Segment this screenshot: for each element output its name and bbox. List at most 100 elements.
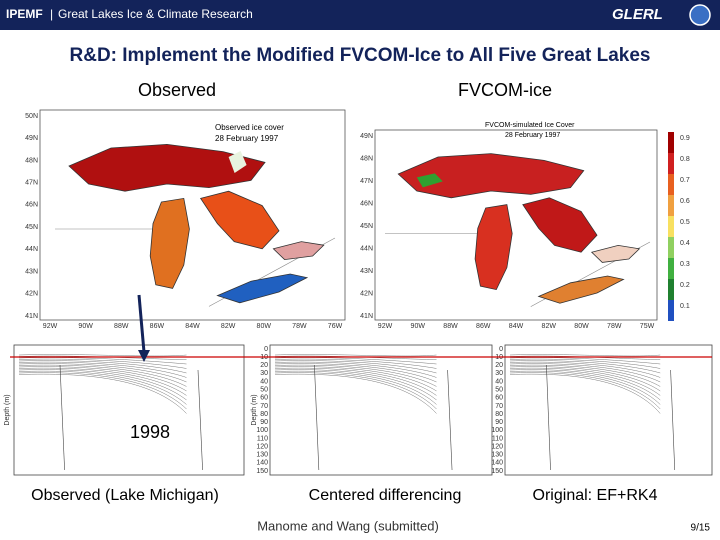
- isotherm: [509, 369, 661, 401]
- lat-label: 47N: [360, 178, 373, 185]
- panel-frame: [13, 344, 245, 476]
- isotherm: [509, 361, 661, 378]
- isotherm: [546, 364, 551, 471]
- lon-label: 86W: [476, 323, 491, 330]
- depth-tick-label: 130: [491, 452, 503, 459]
- panel-frame: [504, 344, 713, 476]
- colorbar: 0.9 0.8 0.7 0.6 0.5 0.4 0.3 0.2 0.1: [668, 132, 690, 321]
- depth-tick-label: 50: [495, 387, 503, 394]
- ice-patch: [228, 151, 247, 173]
- lat-label: 45N: [360, 223, 373, 230]
- depth-tick-label: 50: [260, 387, 268, 394]
- isotherm: [274, 364, 437, 387]
- lat-label: 46N: [360, 200, 373, 207]
- colorbar-label: 0.1: [680, 303, 690, 310]
- colorbar-swatch: [668, 279, 674, 300]
- isotherm: [274, 354, 437, 357]
- isotherm: [274, 369, 437, 401]
- isotherm: [509, 366, 661, 392]
- lat-label: 42N: [25, 291, 38, 298]
- lake: [150, 198, 189, 288]
- depth-tick-label: 120: [491, 443, 503, 450]
- depth-tick-label: 80: [495, 411, 503, 418]
- isotherm: [274, 358, 437, 369]
- lat-label: 49N: [25, 135, 38, 142]
- colorbar-label: 0.9: [680, 135, 690, 142]
- lake: [69, 144, 265, 191]
- depth-tick-label: 60: [260, 395, 268, 402]
- panel-caption: Observed (Lake Michigan): [31, 487, 219, 504]
- header-separator: |: [50, 7, 53, 21]
- isotherm: [509, 370, 661, 405]
- isotherm: [274, 363, 437, 383]
- header-bar: [0, 0, 720, 30]
- colorbar-swatch: [668, 258, 674, 279]
- isotherm: [509, 360, 661, 374]
- lake: [475, 205, 512, 290]
- isotherm: [18, 370, 187, 405]
- depth-tick-label: 130: [256, 452, 268, 459]
- panel-frame: [269, 344, 493, 476]
- arrow-head: [138, 350, 150, 362]
- isotherm: [18, 354, 187, 357]
- map-label: FVCOM-ice: [458, 80, 552, 100]
- depth-tick-label: 70: [495, 403, 503, 410]
- isotherm: [509, 364, 661, 387]
- depth-tick-label: 40: [260, 378, 268, 385]
- depth-tick-label: 70: [260, 403, 268, 410]
- isotherm: [18, 369, 187, 401]
- lon-label: 78W: [607, 323, 622, 330]
- lon-label: 75W: [640, 323, 655, 330]
- lon-label: 88W: [114, 323, 129, 330]
- isotherm: [18, 364, 187, 387]
- lat-label: 49N: [360, 133, 373, 140]
- isotherm: [18, 358, 187, 369]
- depth-tick-label: 20: [495, 362, 503, 369]
- isotherm: [18, 367, 187, 396]
- colorbar-swatch: [668, 132, 674, 153]
- map: 49N 48N 47N 46N 45N 44N 43N 42N 41N 92W 90W 88W 86W 8…: [360, 133, 654, 330]
- map-date: 28 February 1997: [505, 132, 560, 139]
- isotherm: [509, 372, 661, 410]
- isotherm: [274, 361, 437, 378]
- depth-tick-label: 20: [260, 362, 268, 369]
- lon-label: 84W: [509, 323, 524, 330]
- arrow: [137, 294, 146, 353]
- colorbar-label: 0.8: [680, 156, 690, 163]
- lon-label: 86W: [150, 323, 165, 330]
- colorbar-label: 0.6: [680, 198, 690, 205]
- isotherm: [18, 373, 187, 414]
- depth-tick-label: 110: [492, 435, 503, 442]
- depth-tick-label: 140: [256, 460, 268, 467]
- slide-title: R&D: Implement the Modified FVCOM-Ice to…: [70, 45, 651, 66]
- depth-tick-label: 100: [256, 427, 268, 434]
- ice-patch: [416, 173, 443, 188]
- colorbar-swatch: [668, 237, 674, 258]
- lat-label: 41N: [25, 313, 38, 320]
- page-number: 9/15: [691, 523, 711, 534]
- lon-label: 90W: [411, 323, 426, 330]
- depth-tick-label: 60: [495, 395, 503, 402]
- colorbar-swatch: [668, 153, 674, 174]
- isotherm: [18, 361, 187, 378]
- panel-caption: Centered differencing: [309, 487, 462, 504]
- isotherm: [18, 363, 187, 383]
- lon-label: 80W: [574, 323, 589, 330]
- depth-tick-label: 30: [495, 370, 503, 377]
- map-inner-title: FVCOM-simulated Ice Cover: [485, 122, 575, 129]
- lat-label: 45N: [25, 224, 38, 231]
- isotherm: [509, 354, 661, 357]
- isotherm: [509, 363, 661, 383]
- lon-label: 84W: [185, 323, 200, 330]
- isotherm: [59, 364, 65, 471]
- lat-label: 44N: [360, 245, 373, 252]
- lake: [539, 276, 624, 303]
- lake: [523, 198, 597, 252]
- isotherm: [274, 373, 437, 414]
- map-label: Observed: [138, 80, 216, 100]
- lake: [201, 191, 279, 249]
- lat-label: 48N: [360, 155, 373, 162]
- lat-label: 42N: [360, 290, 373, 297]
- lat-label: 43N: [25, 268, 38, 275]
- map-inner-title: Observed ice cover: [215, 123, 284, 132]
